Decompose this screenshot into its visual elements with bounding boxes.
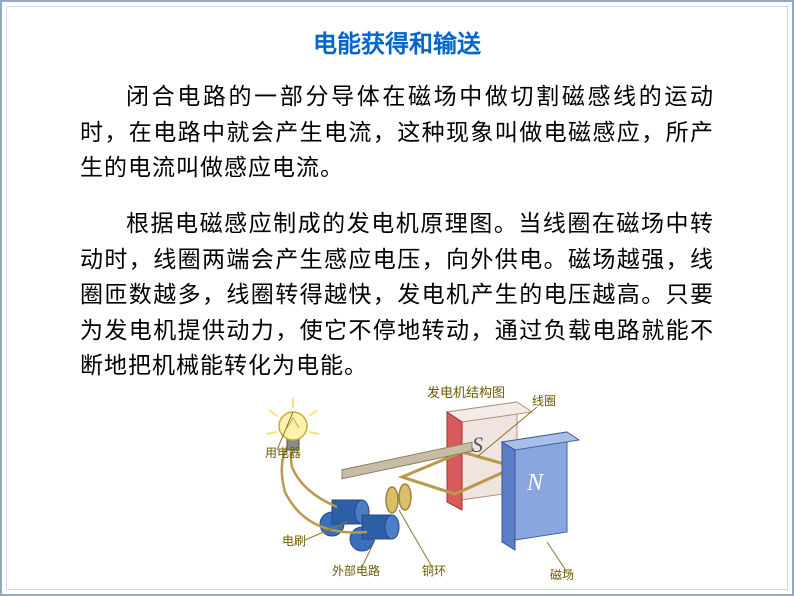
copper-rings: [386, 484, 411, 513]
label-appliance: 用电器: [265, 444, 301, 461]
label-field: 磁场: [550, 566, 574, 583]
slide-container: 电能获得和输送 闭合电路的一部分导体在磁场中做切割磁感线的运动时，在电路中就会产…: [0, 0, 794, 596]
diagram-caption: 发电机结构图: [427, 385, 505, 400]
magnet-n-letter: N: [526, 470, 545, 496]
label-copper-ring: 铜环: [422, 562, 446, 579]
label-external: 外部电路: [332, 562, 380, 579]
magnet-n: N: [502, 432, 579, 550]
generator-diagram: 发电机结构图 S N: [247, 382, 587, 582]
label-coil: 线圈: [532, 392, 556, 409]
generator-svg: 发电机结构图 S N: [247, 382, 587, 582]
light-bulb: [267, 398, 319, 450]
label-brush: 电刷: [282, 532, 306, 549]
